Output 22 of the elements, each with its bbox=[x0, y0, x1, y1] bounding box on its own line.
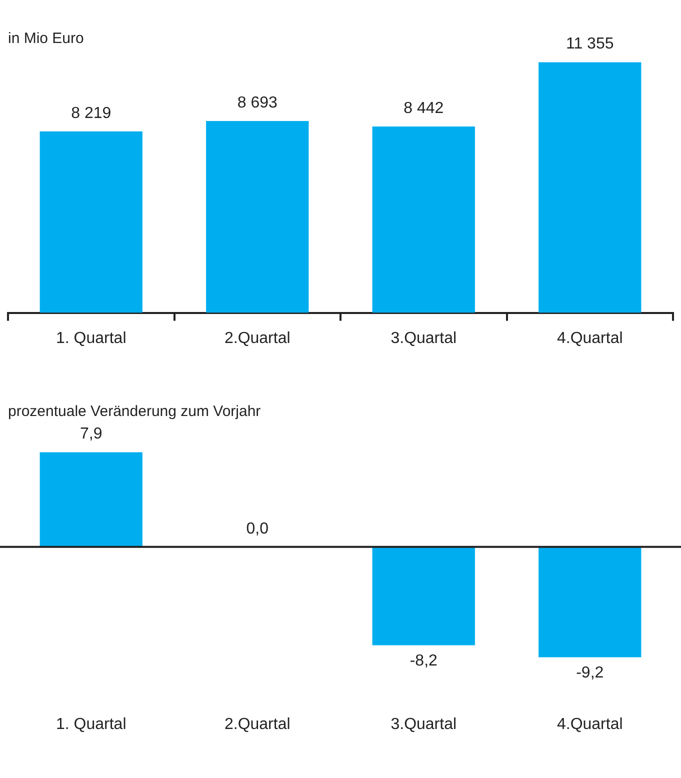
bar bbox=[40, 131, 142, 313]
x-tick-label: 2.Quartal bbox=[224, 330, 290, 347]
x-tick-label: 4.Quartal bbox=[556, 716, 623, 733]
x-tick-label: 3.Quartal bbox=[390, 716, 457, 733]
x-tick-label: 4.Quartal bbox=[556, 330, 623, 347]
x-tick-label: 3.Quartal bbox=[390, 330, 457, 347]
data-label: 8 442 bbox=[404, 100, 444, 117]
bar bbox=[206, 120, 309, 313]
data-label: 8 693 bbox=[237, 94, 278, 112]
data-label: 0,0 bbox=[246, 520, 269, 538]
data-label: 8 219 bbox=[71, 104, 112, 122]
data-label: 11 355 bbox=[566, 36, 614, 53]
x-tick-label: 2.Quartal bbox=[224, 716, 290, 733]
chart-title: prozentuale Veränderung zum Vorjahr bbox=[8, 403, 261, 420]
x-tick-label: 1. Quartal bbox=[56, 330, 126, 347]
bar bbox=[372, 126, 475, 313]
chart-title: in Mio Euro bbox=[8, 30, 84, 48]
data-label: -9,2 bbox=[576, 664, 604, 682]
data-label: 7,9 bbox=[80, 426, 102, 443]
bar bbox=[538, 62, 642, 313]
data-label: -8,2 bbox=[410, 652, 438, 670]
x-tick-label: 1. Quartal bbox=[56, 716, 126, 733]
